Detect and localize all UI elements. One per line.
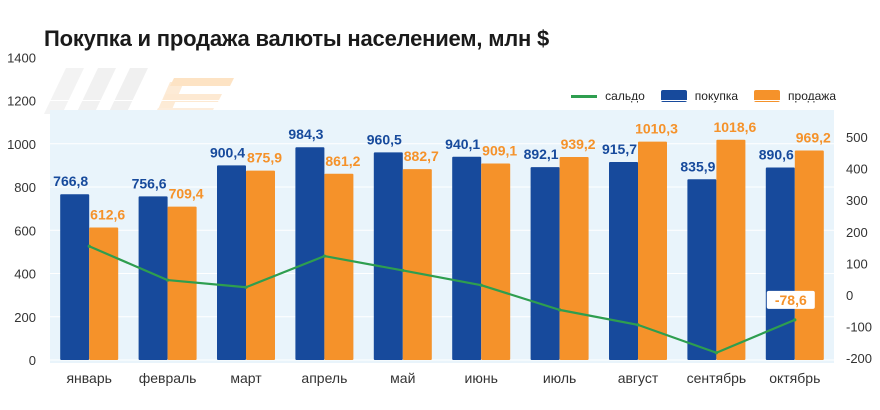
- data-label-sell: 875,9: [247, 150, 282, 166]
- bar-sell: [324, 173, 354, 360]
- bar-sell: [716, 139, 746, 360]
- y-left-tick-label: 1400: [7, 50, 36, 65]
- bar-buy: [609, 162, 638, 360]
- data-label-sell: 612,6: [90, 207, 125, 223]
- data-label-sell: 1010,3: [635, 121, 678, 137]
- series-line-saldo: [88, 245, 796, 354]
- bar-buy: [217, 165, 246, 360]
- saldo-label-box: [766, 290, 815, 309]
- data-label-buy: 984,3: [288, 126, 323, 142]
- legend-item-sell: продажа: [754, 89, 836, 103]
- x-tick-label: октябрь: [769, 370, 820, 386]
- bar-sell: [559, 156, 589, 360]
- bar-sell: [89, 227, 119, 360]
- data-label-buy: 960,5: [367, 131, 402, 147]
- data-label-sell: 909,1: [482, 142, 517, 158]
- point-saldo: [166, 278, 170, 282]
- y-right-tick-label: 200: [846, 225, 868, 240]
- legend-swatch-sell: [754, 90, 781, 102]
- legend-swatch-saldo: [571, 94, 598, 98]
- data-label-sell: 969,2: [796, 129, 831, 145]
- chart-title: Покупка и продажа валюты населением, млн…: [44, 26, 550, 51]
- x-tick-label: июнь: [465, 370, 498, 386]
- y-left-tick-label: 400: [14, 267, 36, 282]
- x-tick-label: апрель: [301, 370, 347, 386]
- data-label-buy: 892,1: [524, 146, 559, 162]
- legend: сальдо покупка продажа: [555, 89, 836, 103]
- data-label-buy: 940,1: [445, 136, 480, 152]
- bar-buy: [452, 156, 482, 360]
- data-label-buy: 766,8: [53, 173, 88, 189]
- data-label-buy: 835,9: [680, 158, 715, 174]
- bar-buy: [60, 194, 90, 360]
- y-right-tick-label: 400: [846, 162, 868, 177]
- y-right-tick-label: 0: [846, 288, 853, 303]
- brand-logo-watermark: [44, 68, 234, 114]
- legend-label-saldo: сальдо: [605, 89, 645, 103]
- legend-label-sell: продажа: [788, 89, 836, 103]
- y-left-tick-label: 1200: [7, 94, 36, 109]
- bar-buy: [687, 179, 717, 360]
- data-label-sell: 1018,6: [713, 119, 756, 135]
- legend-item-saldo: сальдо: [571, 89, 645, 103]
- point-saldo: [793, 318, 797, 322]
- data-label-sell: 939,2: [561, 136, 596, 152]
- x-tick-label: июль: [543, 370, 576, 386]
- point-saldo: [636, 323, 640, 327]
- y-left-tick-label: 600: [14, 223, 36, 238]
- x-tick-label: март: [230, 370, 262, 386]
- y-left-tick-label: 1000: [7, 137, 36, 152]
- y-right-tick-label: 100: [846, 256, 868, 271]
- bar-buy: [138, 196, 168, 360]
- x-tick-label: август: [618, 370, 659, 386]
- x-tick-label: май: [390, 370, 415, 386]
- bar-sell: [246, 170, 275, 360]
- data-label-sell: 861,2: [325, 153, 360, 169]
- legend-swatch-buy: [660, 90, 687, 102]
- bar-sell: [481, 163, 511, 360]
- y-right-tick-label: 500: [846, 130, 868, 145]
- bar-buy: [295, 147, 325, 360]
- data-label-sell: 709,4: [169, 186, 204, 202]
- y-right-tick-label: -100: [846, 320, 872, 335]
- data-label-buy: 756,6: [132, 175, 167, 191]
- y-right-tick-label: 300: [846, 193, 868, 208]
- bar-sell: [402, 169, 432, 360]
- legend-item-buy: покупка: [660, 89, 739, 103]
- y-left-tick-label: 200: [14, 310, 36, 325]
- y-left-tick-label: 800: [14, 180, 36, 195]
- legend-label-buy: покупка: [694, 89, 739, 103]
- y-left-tick-label: 0: [29, 353, 36, 368]
- y-right-tick-label: -200: [846, 351, 872, 366]
- point-saldo: [558, 308, 562, 312]
- bar-sell: [794, 150, 824, 360]
- x-tick-label: январь: [66, 370, 111, 386]
- data-label-saldo: -78,6: [775, 292, 807, 308]
- point-saldo: [322, 254, 326, 258]
- bar-buy: [765, 167, 795, 360]
- point-saldo: [401, 268, 405, 273]
- bar-buy: [530, 167, 560, 360]
- point-saldo: [479, 283, 483, 287]
- point-saldo: [714, 351, 719, 355]
- bar-buy: [373, 152, 403, 360]
- x-tick-label: сентябрь: [687, 370, 747, 386]
- data-label-buy: 890,6: [759, 146, 794, 162]
- data-label-sell: 882,7: [404, 148, 439, 164]
- bar-sell: [638, 141, 667, 360]
- point-saldo: [87, 244, 91, 248]
- data-label-buy: 900,4: [210, 144, 245, 160]
- x-tick-label: февраль: [139, 370, 197, 386]
- point-saldo: [244, 285, 248, 289]
- bar-sell: [167, 206, 197, 360]
- data-label-buy: 915,7: [602, 141, 637, 157]
